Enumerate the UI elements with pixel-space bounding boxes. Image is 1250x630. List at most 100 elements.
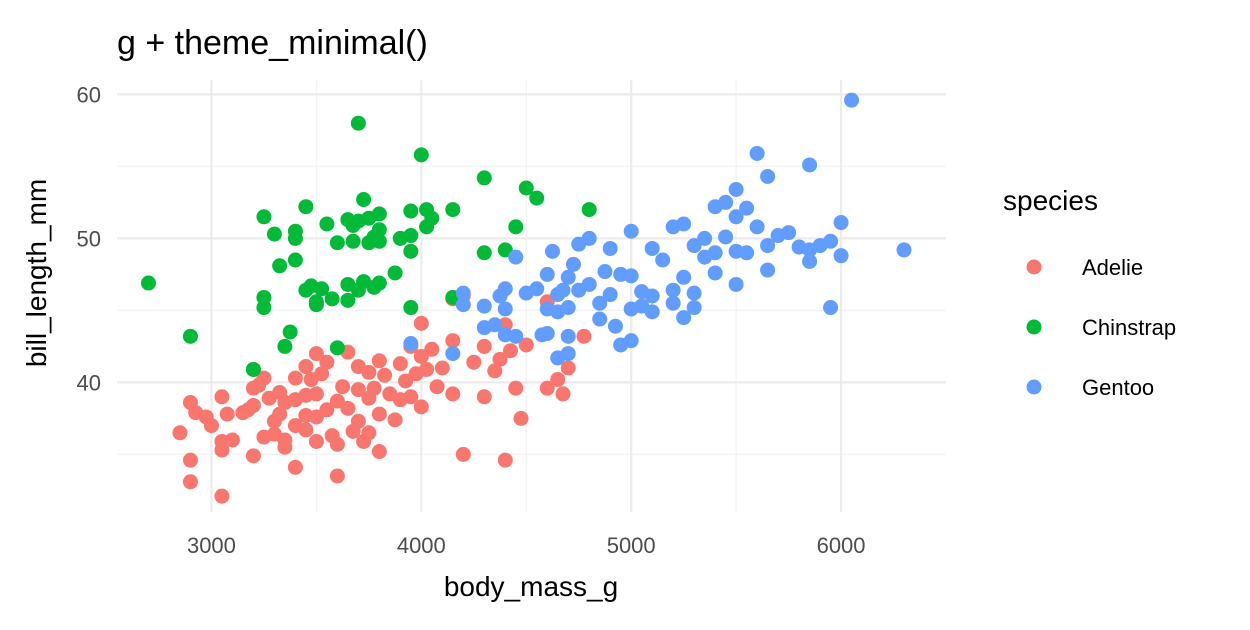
data-point xyxy=(214,442,230,458)
legend-label: Adelie xyxy=(1082,255,1143,280)
data-point xyxy=(298,199,314,215)
data-point xyxy=(529,190,545,206)
data-point xyxy=(350,382,366,398)
data-point xyxy=(335,379,351,395)
data-point xyxy=(686,285,702,301)
data-point xyxy=(728,209,744,225)
data-point xyxy=(497,452,513,468)
series-chinstrap xyxy=(140,115,597,377)
data-point xyxy=(413,315,429,331)
legend-key-dot xyxy=(1026,379,1042,395)
data-point xyxy=(560,269,576,285)
data-point xyxy=(655,252,671,268)
data-point xyxy=(366,380,382,396)
data-point xyxy=(398,373,414,389)
data-point xyxy=(602,240,618,256)
chart-title: g + theme_minimal() xyxy=(117,24,428,62)
data-point xyxy=(434,360,450,376)
data-point xyxy=(424,210,440,226)
data-point xyxy=(445,202,461,218)
data-point xyxy=(403,228,419,244)
data-point xyxy=(319,354,335,370)
data-point xyxy=(445,386,461,402)
data-point xyxy=(487,317,503,333)
data-point xyxy=(497,281,513,297)
data-point xyxy=(476,245,492,261)
data-point xyxy=(308,346,324,362)
data-point xyxy=(329,340,345,356)
data-point xyxy=(508,219,524,235)
data-point xyxy=(350,115,366,131)
data-point xyxy=(413,399,429,415)
data-point xyxy=(413,147,429,163)
data-point xyxy=(361,425,377,441)
data-point xyxy=(476,389,492,405)
data-point xyxy=(823,300,839,316)
data-point xyxy=(555,282,571,298)
data-point xyxy=(760,168,776,184)
data-point xyxy=(455,297,471,313)
data-point xyxy=(403,203,419,219)
data-point xyxy=(272,406,288,422)
data-point xyxy=(544,243,560,259)
data-point xyxy=(256,300,272,316)
legend-title: species xyxy=(1003,185,1098,216)
x-tick-label: 3000 xyxy=(187,533,236,558)
data-point xyxy=(429,379,445,395)
data-point xyxy=(245,361,261,377)
data-point xyxy=(476,338,492,354)
legend-label: Chinstrap xyxy=(1082,315,1176,340)
legend-items: Adelie Chinstrap Gentoo xyxy=(1026,255,1176,400)
data-point xyxy=(539,380,555,396)
data-point xyxy=(419,361,435,377)
data-point xyxy=(287,230,303,246)
data-point xyxy=(896,242,912,258)
data-points xyxy=(140,92,912,504)
data-point xyxy=(371,444,387,460)
data-point xyxy=(539,266,555,282)
data-point xyxy=(833,248,849,264)
data-point xyxy=(219,406,235,422)
data-point xyxy=(272,258,288,274)
data-point xyxy=(392,356,408,372)
data-point xyxy=(749,219,765,235)
data-point xyxy=(781,225,797,241)
data-point xyxy=(287,459,303,475)
data-point xyxy=(308,297,324,313)
data-point xyxy=(298,359,314,375)
legend-item-chinstrap: Chinstrap xyxy=(1026,315,1176,340)
data-point xyxy=(256,370,272,386)
data-point xyxy=(371,233,387,249)
data-point xyxy=(823,233,839,249)
data-point xyxy=(707,265,723,281)
data-point xyxy=(329,468,345,484)
data-point xyxy=(314,366,330,382)
data-point xyxy=(581,276,597,292)
data-point xyxy=(182,474,198,490)
data-point xyxy=(623,333,639,349)
data-point xyxy=(597,264,613,280)
data-point xyxy=(329,235,345,251)
data-point xyxy=(602,287,618,303)
data-point xyxy=(308,409,324,425)
data-point xyxy=(203,418,219,434)
data-point xyxy=(555,386,571,402)
data-point xyxy=(760,262,776,278)
x-tick-label: 6000 xyxy=(817,533,866,558)
data-point xyxy=(802,157,818,173)
data-point xyxy=(844,92,860,108)
data-point xyxy=(361,364,377,380)
data-point xyxy=(403,389,419,405)
data-point xyxy=(403,336,419,352)
data-point xyxy=(497,242,513,258)
data-point xyxy=(560,300,576,316)
data-point xyxy=(665,295,681,311)
data-point xyxy=(308,386,324,402)
data-point xyxy=(707,245,723,261)
legend-key-dot xyxy=(1026,259,1042,275)
data-point xyxy=(266,226,282,242)
data-point xyxy=(256,209,272,225)
data-point xyxy=(287,370,303,386)
data-point xyxy=(214,389,230,405)
data-point xyxy=(644,288,660,304)
